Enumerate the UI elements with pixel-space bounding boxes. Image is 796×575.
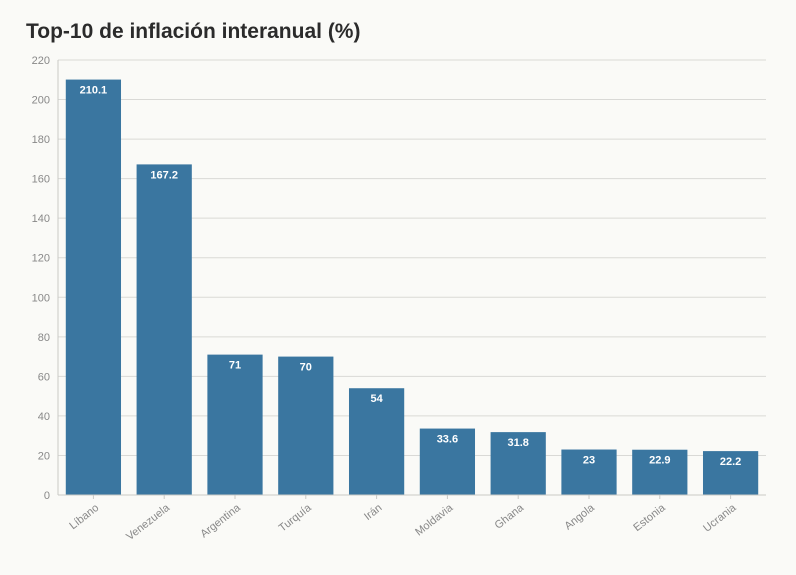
bar-value-label: 22.9 [649, 455, 670, 467]
bar-value-label: 23 [583, 455, 595, 467]
bar [207, 355, 262, 495]
bar-value-label: 70 [300, 362, 312, 374]
y-tick-label: 100 [32, 292, 50, 304]
x-tick-label: Ghana [493, 501, 527, 531]
inflation-chart: Top-10 de inflación interanual (%) 0 20 40… [0, 0, 796, 575]
bar [66, 80, 121, 495]
y-tick-label: 140 [32, 213, 50, 225]
bar-value-label: 71 [229, 360, 241, 372]
bar-value-label: 167.2 [150, 169, 178, 181]
x-tick-label: Líbano [67, 502, 101, 532]
y-tick-label: 160 [32, 174, 50, 186]
x-tick-label: Angola [562, 501, 597, 532]
y-tick-label: 220 [32, 55, 50, 67]
y-tick-label: 60 [38, 371, 50, 383]
x-tick-label: Estonia [631, 501, 668, 534]
y-tick-label: 0 [44, 490, 50, 502]
y-tick-label: 20 [38, 450, 50, 462]
x-tick-label: Argentina [198, 501, 243, 540]
bar-value-label: 33.6 [437, 434, 458, 446]
bar [137, 164, 192, 495]
y-tick-label: 180 [32, 134, 50, 146]
x-tick-label: Ucrania [701, 501, 739, 534]
x-tick-label: Turquía [277, 501, 315, 534]
bar-value-label: 54 [370, 393, 383, 405]
y-tick-label: 80 [38, 332, 50, 344]
chart-svg: 0 20 40 60 80 100 120 140 160 180 200 220 210.1 Líban… [24, 54, 772, 559]
x-tick-label: Moldavia [413, 501, 456, 538]
bar-value-label: 31.8 [507, 437, 528, 449]
y-tick-label: 120 [32, 253, 50, 265]
x-tick-label: Irán [362, 502, 384, 523]
chart-title: Top-10 de inflación interanual (%) [26, 20, 772, 44]
chart-plot-area: 0 20 40 60 80 100 120 140 160 180 200 220 210.1 Líban… [24, 54, 772, 559]
y-tick-label: 40 [38, 411, 50, 423]
bar [278, 357, 333, 495]
bar-value-label: 210.1 [80, 85, 108, 97]
x-tick-label: Venezuela [124, 501, 173, 543]
y-tick-label: 200 [32, 95, 50, 107]
bar-value-label: 22.2 [720, 456, 741, 468]
